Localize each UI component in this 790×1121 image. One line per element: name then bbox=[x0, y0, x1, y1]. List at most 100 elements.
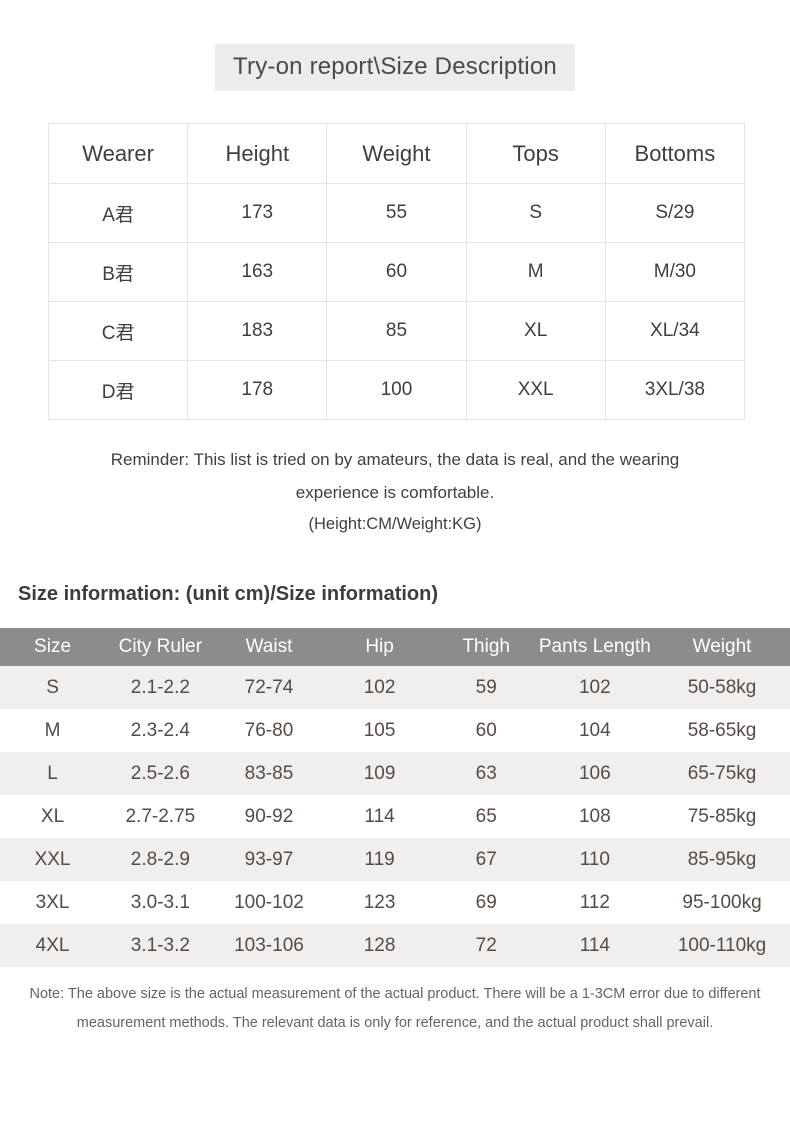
table-cell: 4XL bbox=[35, 934, 70, 956]
size-information-heading: Size information: (unit cm)/Size informa… bbox=[18, 583, 438, 605]
title-banner-row: Try-on report\Size Description bbox=[0, 44, 790, 91]
table-cell: XXL bbox=[34, 848, 71, 870]
table-cell: 95-100kg bbox=[682, 891, 762, 913]
size-header-row: Size City Ruler Waist Hip Thigh Pants Length W… bbox=[0, 628, 790, 666]
table-cell: 114 bbox=[364, 805, 395, 827]
table-cell: 2.7-2.75 bbox=[125, 805, 196, 827]
header-cell: Size bbox=[0, 628, 106, 666]
table-row: A君 173 55 S S/29 bbox=[47, 183, 746, 243]
tryon-table: Wearer Height Weight Tops Bottoms A君 173 55 S S/… bbox=[47, 123, 746, 420]
table-cell: XXL bbox=[465, 360, 606, 420]
table-cell: S/29 bbox=[604, 183, 746, 243]
table-row: C君 183 85 XL XL/34 bbox=[47, 301, 746, 361]
table-cell: 2.5-2.6 bbox=[130, 762, 190, 784]
table-cell: 100 bbox=[326, 360, 467, 420]
table-row: S 2.1-2.2 72-74 102 59 102 50-58kg bbox=[0, 666, 790, 709]
table-cell: 65-75kg bbox=[687, 762, 757, 784]
table-cell: 163 bbox=[187, 242, 328, 302]
table-cell: 72-74 bbox=[244, 676, 294, 698]
table-cell: 50-58kg bbox=[687, 676, 757, 698]
header-cell: Hip bbox=[322, 628, 437, 666]
table-cell: 100-110kg bbox=[677, 934, 767, 956]
table-cell: 110 bbox=[579, 848, 610, 870]
table-cell: XL bbox=[40, 805, 65, 827]
header-cell: Thigh bbox=[436, 628, 536, 666]
table-cell: L bbox=[47, 762, 58, 784]
table-cell: C君 bbox=[47, 301, 189, 361]
table-cell: 76-80 bbox=[244, 719, 294, 741]
table-row: B君 163 60 M M/30 bbox=[47, 242, 746, 302]
table-cell: 128 bbox=[363, 934, 396, 956]
table-row: L 2.5-2.6 83-85 109 63 106 65-75kg bbox=[0, 752, 790, 795]
table-cell: 173 bbox=[187, 183, 328, 243]
table-cell: 72 bbox=[475, 934, 497, 956]
table-cell: 2.8-2.9 bbox=[130, 848, 190, 870]
table-row: D君 178 100 XXL 3XL/38 bbox=[47, 360, 746, 420]
table-cell: A君 bbox=[47, 183, 189, 243]
table-cell: M/30 bbox=[604, 242, 746, 302]
table-row: 3XL 3.0-3.1 100-102 123 69 112 95-100kg bbox=[0, 881, 790, 924]
table-cell: 85 bbox=[326, 301, 467, 361]
tryon-table-body: A君 173 55 S S/29 B君 163 60 M M/30 C君 183 85 XL XL/34 D君… bbox=[47, 183, 746, 420]
table-cell: 83-85 bbox=[244, 762, 294, 784]
table-cell: 102 bbox=[363, 676, 396, 698]
table-cell: 75-85kg bbox=[687, 805, 757, 827]
table-cell: 3.0-3.1 bbox=[130, 891, 190, 913]
table-cell: 55 bbox=[326, 183, 467, 243]
table-cell: D君 bbox=[47, 360, 189, 420]
table-cell: 65 bbox=[475, 805, 497, 827]
table-cell: 100-102 bbox=[234, 891, 304, 913]
table-cell: 3XL bbox=[35, 891, 70, 913]
header-cell: Weight bbox=[654, 628, 790, 666]
table-cell: M bbox=[44, 719, 61, 741]
table-cell: 106 bbox=[578, 762, 611, 784]
table-cell: 123 bbox=[363, 891, 396, 913]
table-cell: 183 bbox=[187, 301, 328, 361]
header-cell: Wearer bbox=[47, 123, 189, 184]
table-cell: 69 bbox=[475, 891, 497, 913]
header-cell: City Ruler bbox=[105, 628, 216, 666]
table-cell: 178 bbox=[187, 360, 328, 420]
table-cell: B君 bbox=[47, 242, 189, 302]
table-cell: 59 bbox=[475, 676, 497, 698]
table-cell: 90-92 bbox=[244, 805, 294, 827]
table-cell: 2.3-2.4 bbox=[130, 719, 190, 741]
table-cell: M bbox=[465, 242, 606, 302]
page-title: Try-on report\Size Description bbox=[215, 44, 575, 91]
tryon-header-row: Wearer Height Weight Tops Bottoms bbox=[47, 123, 746, 184]
table-cell: 60 bbox=[475, 719, 497, 741]
reminder-text: Reminder: This list is tried on by amate… bbox=[110, 450, 680, 502]
header-cell: Waist bbox=[215, 628, 323, 666]
header-cell: Pants Length bbox=[535, 628, 655, 666]
unit-note: (Height:CM/Weight:KG) bbox=[308, 515, 482, 533]
size-table-body: S 2.1-2.2 72-74 102 59 102 50-58kg M 2.3-2.4 76-8… bbox=[0, 666, 790, 967]
table-cell: 63 bbox=[475, 762, 497, 784]
table-cell: 112 bbox=[579, 891, 610, 913]
header-cell: Height bbox=[187, 123, 328, 184]
table-cell: 103-106 bbox=[234, 934, 304, 956]
header-cell: Bottoms bbox=[604, 123, 746, 184]
table-cell: 102 bbox=[578, 676, 611, 698]
table-cell: 114 bbox=[579, 934, 610, 956]
size-table-container: Size City Ruler Waist Hip Thigh Pants Length W… bbox=[0, 628, 790, 967]
table-cell: 109 bbox=[363, 762, 396, 784]
table-cell: 3.1-3.2 bbox=[130, 934, 190, 956]
table-cell: S bbox=[46, 676, 59, 698]
table-row: XXL 2.8-2.9 93-97 119 67 110 85-95kg bbox=[0, 838, 790, 881]
tryon-table-container: Wearer Height Weight Tops Bottoms A君 173 55 S S/… bbox=[47, 123, 746, 420]
bottom-note: Note: The above size is the actual measu… bbox=[29, 986, 761, 1031]
size-table: Size City Ruler Waist Hip Thigh Pants Length W… bbox=[0, 628, 790, 967]
table-row: M 2.3-2.4 76-80 105 60 104 58-65kg bbox=[0, 709, 790, 752]
header-cell: Tops bbox=[465, 123, 606, 184]
table-cell: 85-95kg bbox=[687, 848, 757, 870]
tryon-table-header: Wearer Height Weight Tops Bottoms bbox=[47, 123, 746, 184]
table-cell: 3XL/38 bbox=[604, 360, 746, 420]
size-table-header: Size City Ruler Waist Hip Thigh Pants Length W… bbox=[0, 628, 790, 666]
table-cell: 104 bbox=[578, 719, 611, 741]
table-row: 4XL 3.1-3.2 103-106 128 72 114 100-110kg bbox=[0, 924, 790, 967]
table-cell: 105 bbox=[363, 719, 396, 741]
table-cell: 108 bbox=[578, 805, 611, 827]
table-cell: 67 bbox=[475, 848, 497, 870]
header-cell: Weight bbox=[326, 123, 467, 184]
table-cell: 119 bbox=[364, 848, 395, 870]
